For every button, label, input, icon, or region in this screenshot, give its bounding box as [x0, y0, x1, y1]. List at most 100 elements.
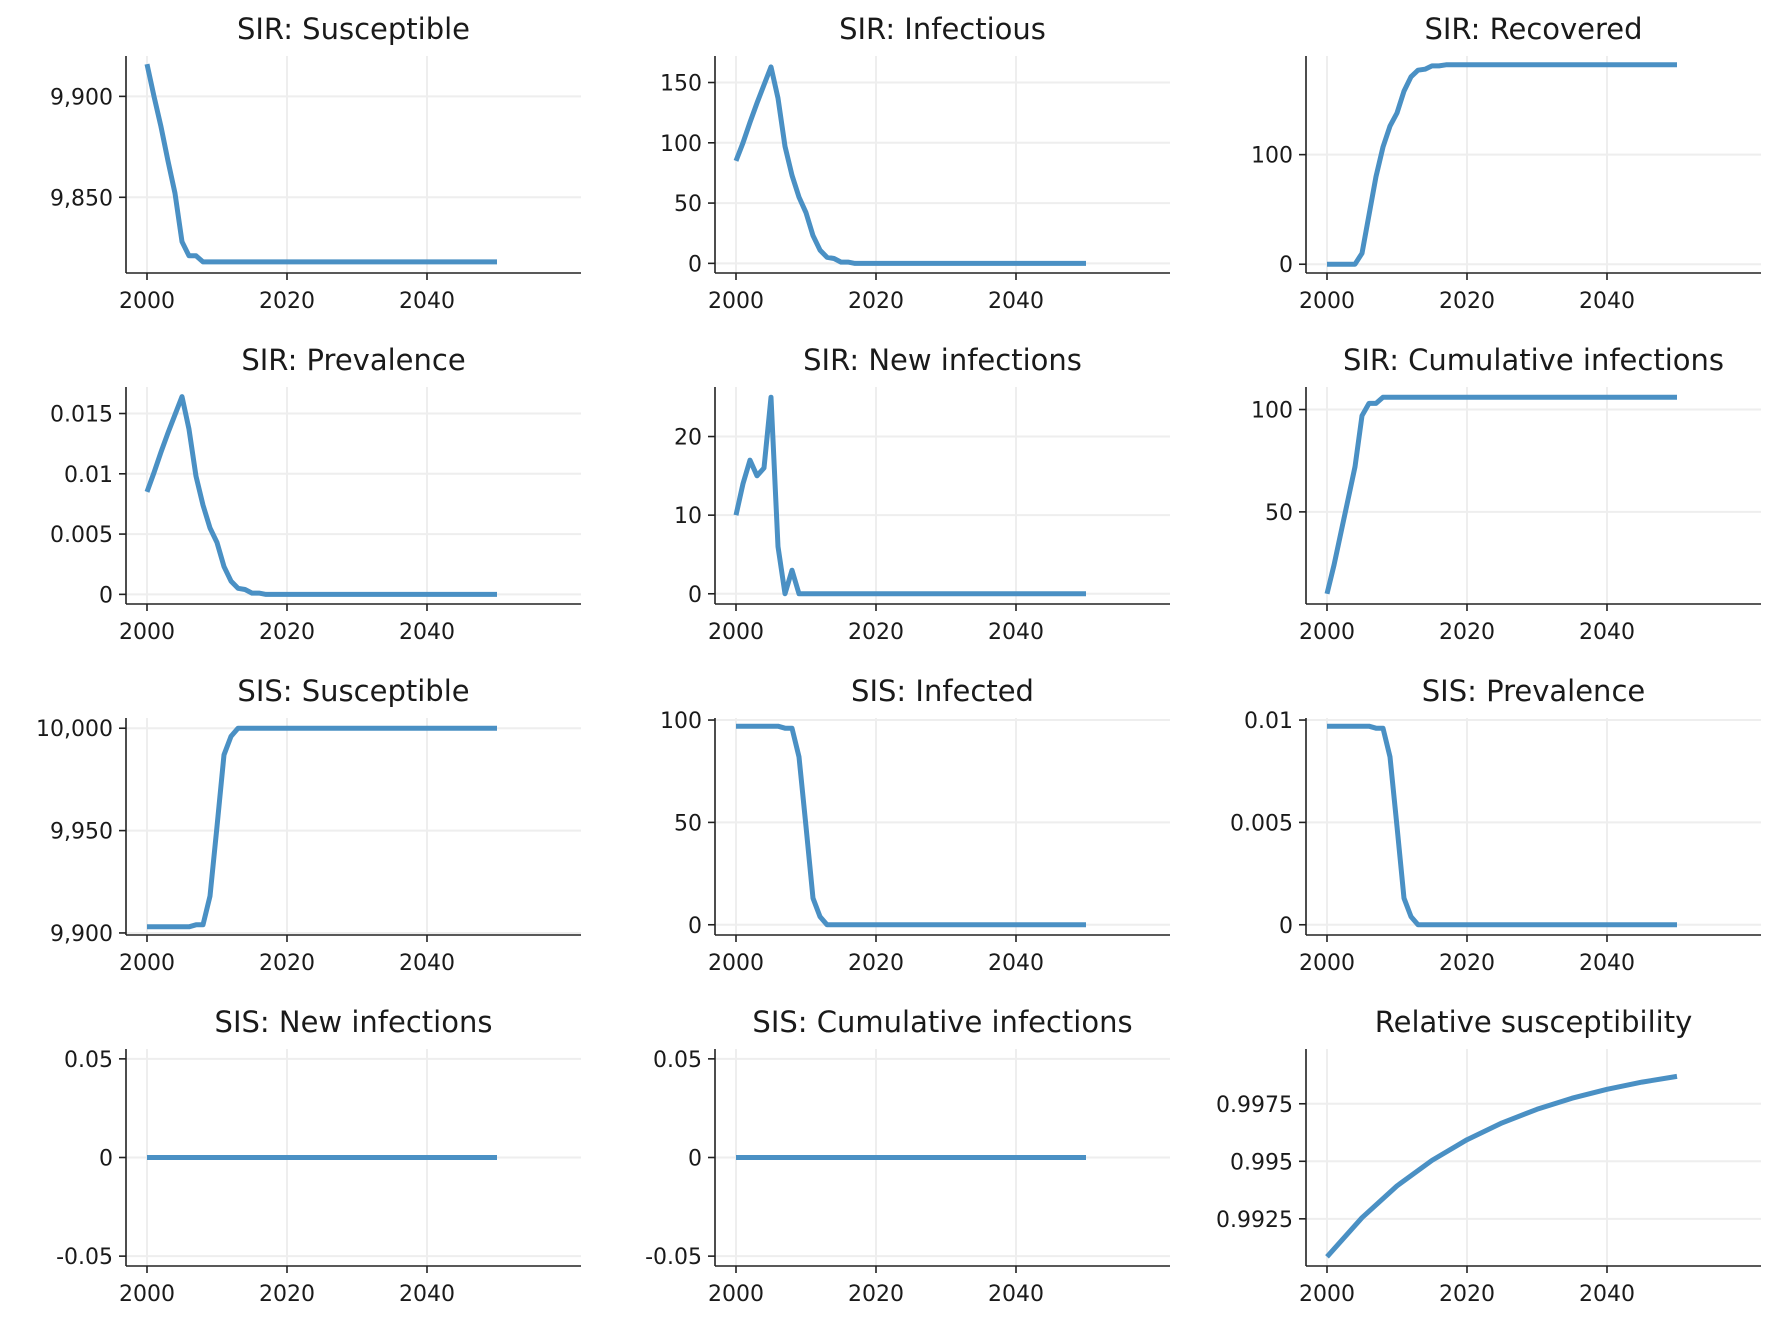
chart-panel-3: 2000 2020 2040 0 100 SIR: Recovered	[1251, 12, 1761, 314]
x-tick-label: 2020	[259, 1282, 315, 1307]
y-tick-label: 0.9975	[1216, 1093, 1293, 1118]
y-tick-label: 0	[688, 252, 702, 277]
x-tick-label: 2040	[399, 620, 455, 645]
y-tick-label: 9,900	[50, 85, 113, 110]
chart-title: SIS: Susceptible	[237, 674, 469, 708]
series-line	[144, 63, 497, 265]
chart-panel-2: 2000 2020 2040 0 50 100 150 SIR: Infectious	[660, 12, 1170, 314]
y-tick-label: 0.01	[64, 463, 113, 488]
chart-panel-6: 2000 2020 2040 50 100 SIR: Cumulative infecti…	[1251, 343, 1761, 645]
y-tick-label: 100	[1251, 399, 1293, 424]
x-tick-label: 2000	[1299, 620, 1355, 645]
x-tick-label: 2020	[1439, 951, 1495, 976]
y-tick-label: 0	[99, 1147, 113, 1172]
x-tick-label: 2000	[1299, 951, 1355, 976]
series-line	[1324, 394, 1677, 595]
y-tick-label: 0	[1279, 253, 1293, 278]
y-tick-label: 0	[688, 1147, 702, 1172]
x-tick-label: 2040	[988, 289, 1044, 314]
y-tick-label: 20	[674, 426, 702, 451]
y-tick-label: 100	[660, 709, 702, 734]
x-tick-label: 2040	[1579, 620, 1635, 645]
x-tick-label: 2020	[259, 620, 315, 645]
y-tick-label: 10,000	[36, 717, 113, 742]
x-tick-label: 2000	[119, 620, 175, 645]
chart-title: SIS: Prevalence	[1422, 674, 1645, 708]
x-tick-label: 2020	[259, 951, 315, 976]
y-tick-label: 0.9925	[1216, 1208, 1293, 1233]
y-tick-label: 100	[660, 132, 702, 157]
x-tick-label: 2000	[119, 1282, 175, 1307]
y-tick-label: 0	[688, 914, 702, 939]
chart-title: SIS: New infections	[215, 1005, 493, 1039]
x-tick-label: 2020	[1439, 289, 1495, 314]
series-line	[733, 394, 1086, 597]
y-tick-label: 0.015	[50, 403, 113, 428]
chart-panel-1: 2000 2020 2040 9,850 9,900 SIR: Susceptible	[50, 12, 581, 314]
y-tick-label: 0.05	[653, 1048, 702, 1073]
y-tick-label: 9,950	[50, 820, 113, 845]
chart-panel-7: 2000 2020 2040 9,900 9,950 10,000 SIS: Suscept…	[36, 674, 581, 976]
y-tick-label: 100	[1251, 144, 1293, 169]
chart-title: SIR: Recovered	[1424, 12, 1642, 46]
chart-title: SIS: Infected	[851, 674, 1034, 708]
y-tick-label: 0.005	[50, 523, 113, 548]
y-tick-label: 50	[1265, 501, 1293, 526]
series-line	[1325, 1073, 1678, 1259]
x-tick-label: 2040	[988, 1282, 1044, 1307]
y-tick-label: 150	[660, 72, 702, 97]
x-tick-label: 2040	[988, 620, 1044, 645]
chart-title: SIR: Cumulative infections	[1343, 343, 1724, 377]
x-tick-label: 2040	[988, 951, 1044, 976]
x-tick-label: 2000	[119, 951, 175, 976]
x-tick-label: 2020	[848, 1282, 904, 1307]
y-tick-label: 10	[674, 504, 702, 529]
chart-title: SIS: Cumulative infections	[752, 1005, 1132, 1039]
x-tick-label: 2000	[119, 289, 175, 314]
x-tick-label: 2020	[1439, 620, 1495, 645]
series-line	[147, 725, 497, 930]
y-tick-label: 0	[688, 583, 702, 608]
x-tick-label: 2000	[1299, 289, 1355, 314]
y-tick-label: 0.05	[64, 1048, 113, 1073]
y-tick-label: -0.05	[56, 1245, 113, 1270]
y-tick-label: 0	[1279, 914, 1293, 939]
series-line	[1327, 62, 1677, 267]
series-line	[733, 64, 1086, 266]
series-line	[144, 394, 497, 597]
chart-panel-12: 2000 2020 2040 0.9925 0.995 0.9975 Relative su…	[1216, 1005, 1761, 1307]
chart-panel-9: 2000 2020 2040 0 0.005 0.01 SIS: Prevalence	[1230, 674, 1761, 976]
y-tick-label: -0.05	[645, 1245, 702, 1270]
x-tick-label: 2040	[1579, 289, 1635, 314]
chart-title: SIR: Susceptible	[237, 12, 470, 46]
x-tick-label: 2020	[848, 951, 904, 976]
y-tick-label: 0.01	[1244, 709, 1293, 734]
chart-title: SIR: Infectious	[839, 12, 1046, 46]
x-tick-label: 2040	[399, 289, 455, 314]
y-tick-label: 50	[674, 811, 702, 836]
x-tick-label: 2000	[708, 1282, 764, 1307]
chart-title: SIR: New infections	[803, 343, 1082, 377]
y-tick-label: 0.995	[1230, 1150, 1293, 1175]
x-tick-label: 2040	[1579, 1282, 1635, 1307]
x-tick-label: 2040	[399, 1282, 455, 1307]
x-tick-label: 2020	[848, 289, 904, 314]
chart-panel-10: 2000 2020 2040 -0.05 0 0.05 SIS: New infection…	[56, 1005, 581, 1307]
chart-panel-8: 2000 2020 2040 0 50 100 SIS: Infected	[660, 674, 1170, 976]
chart-title: Relative susceptibility	[1375, 1005, 1693, 1039]
y-tick-label: 0	[99, 583, 113, 608]
chart-title: SIR: Prevalence	[241, 343, 465, 377]
chart-panel-4: 2000 2020 2040 0 0.005 0.01 0.015 SIR: Prevalen…	[50, 343, 581, 645]
x-tick-label: 2000	[708, 289, 764, 314]
x-tick-label: 2040	[399, 951, 455, 976]
y-tick-label: 9,850	[50, 186, 113, 211]
x-tick-label: 2020	[259, 289, 315, 314]
x-tick-label: 2020	[848, 620, 904, 645]
y-tick-label: 9,900	[50, 922, 113, 947]
x-tick-label: 2000	[708, 620, 764, 645]
chart-panel-11: 2000 2020 2040 -0.05 0 0.05 SIS: Cumulative in…	[645, 1005, 1170, 1307]
y-tick-label: 0.005	[1230, 811, 1293, 836]
chart-panel-5: 2000 2020 2040 0 10 20 SIR: New infections	[674, 343, 1170, 645]
series-line	[1327, 723, 1677, 928]
